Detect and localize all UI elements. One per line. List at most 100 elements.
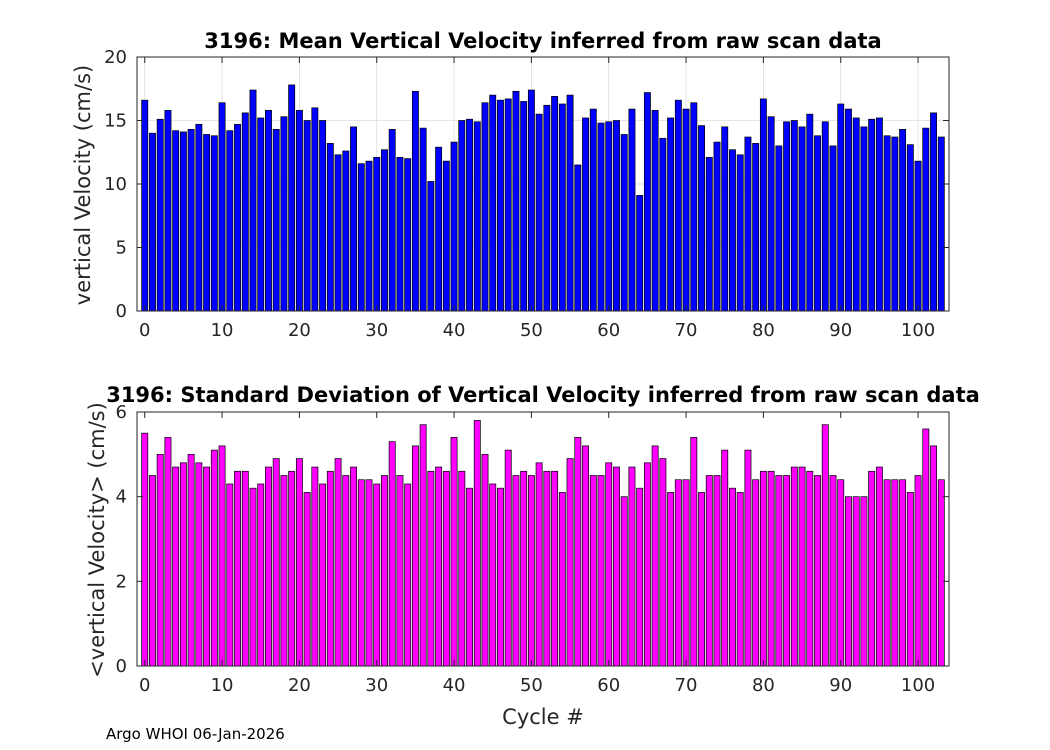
std-bar: [234, 470, 241, 667]
std-ytick-label: 2: [116, 571, 127, 592]
std-bar: [187, 453, 195, 667]
mean-bar: [875, 117, 883, 312]
std-bar: [783, 475, 791, 667]
std-bar: [698, 492, 705, 667]
mean-xtick-label: 60: [597, 320, 620, 341]
std-bar: [419, 424, 427, 667]
std-bar: [690, 437, 698, 667]
std-bar: [643, 462, 651, 667]
mean-bar: [156, 118, 164, 312]
std-ytick-label: 6: [116, 402, 127, 423]
mean-bar: [141, 99, 149, 312]
std-ytick-label: 0: [116, 656, 127, 677]
mean-bar: [342, 150, 350, 312]
std-bar: [504, 449, 512, 667]
std-bar: [837, 479, 845, 667]
mean-bar: [713, 141, 721, 312]
std-bar: [937, 479, 945, 667]
std-xtick-label: 20: [288, 675, 311, 696]
std-bar: [172, 466, 180, 667]
mean-bar: [295, 109, 303, 312]
mean-bar: [682, 108, 690, 312]
mean-bar: [868, 118, 876, 312]
mean-bar: [721, 126, 729, 312]
mean-bar: [527, 89, 535, 312]
mean-bar: [381, 149, 388, 312]
mean-bar: [512, 90, 520, 312]
mean-bar: [203, 134, 211, 312]
mean-bar: [450, 141, 458, 312]
mean-bar: [535, 113, 543, 312]
mean-bar: [582, 117, 589, 312]
mean-bar: [311, 107, 319, 312]
std-bar: [427, 470, 435, 667]
mean-bar: [636, 195, 644, 312]
std-bar: [558, 492, 566, 667]
mean-bar: [427, 181, 435, 312]
std-xtick-label: 10: [211, 675, 234, 696]
mean-bar: [350, 126, 357, 312]
std-bar: [489, 483, 497, 667]
mean-velocity-title: 3196: Mean Vertical Velocity inferred fr…: [204, 29, 881, 53]
std-bar: [473, 420, 481, 667]
mean-bar: [806, 113, 814, 312]
mean-bar: [937, 136, 945, 312]
mean-ytick-label: 15: [104, 111, 127, 132]
std-bar: [149, 475, 156, 667]
std-bar: [210, 449, 218, 667]
std-bar: [350, 466, 357, 667]
std-bar: [868, 470, 876, 667]
mean-bar: [667, 117, 675, 312]
mean-bar: [326, 143, 334, 312]
std-bar: [458, 470, 466, 667]
mean-bar: [736, 154, 744, 312]
mean-bar: [605, 121, 613, 312]
std-bar: [381, 475, 388, 667]
std-xtick-label: 50: [520, 675, 543, 696]
std-bar: [203, 466, 211, 667]
mean-xtick-label: 50: [520, 320, 543, 341]
mean-bar: [481, 102, 489, 312]
std-bar: [814, 475, 821, 667]
mean-bar: [613, 120, 620, 312]
mean-xtick-label: 20: [288, 320, 311, 341]
mean-bar: [597, 122, 605, 312]
std-bar: [875, 466, 883, 667]
std-bar: [582, 445, 589, 667]
std-bar: [667, 492, 675, 667]
mean-bar: [226, 130, 234, 312]
std-bar: [659, 458, 667, 667]
mean-bar: [365, 160, 373, 312]
mean-bar: [442, 160, 450, 312]
mean-bar: [790, 120, 798, 312]
mean-bar: [179, 131, 187, 312]
mean-velocity-ylabel: vertical Velocity (cm/s): [71, 65, 95, 305]
std-bar: [365, 479, 373, 667]
std-xtick-label: 70: [675, 675, 698, 696]
mean-bar: [705, 156, 713, 312]
std-bar: [218, 445, 226, 667]
mean-velocity-plot: 0 10 20 30 40 50 60 70 80 90 100 0 5 10 15 20 3196: Mean…: [71, 29, 950, 341]
std-bar: [466, 487, 473, 667]
mean-bar: [620, 134, 628, 312]
mean-bar: [860, 126, 868, 312]
footer-credit: Argo WHOI 06-Jan-2026: [106, 725, 285, 743]
std-bar: [922, 428, 930, 667]
std-bar: [821, 424, 829, 667]
mean-bar: [814, 135, 821, 312]
std-bar: [342, 475, 350, 667]
std-bar: [280, 475, 288, 667]
mean-bar: [659, 137, 667, 312]
mean-bar: [783, 121, 791, 312]
mean-bar: [744, 136, 752, 312]
std-bar: [226, 483, 234, 667]
std-bar: [195, 462, 203, 667]
std-bar: [179, 462, 187, 667]
std-xtick-label: 30: [365, 675, 388, 696]
mean-ytick-label: 10: [104, 174, 127, 195]
mean-bar: [628, 108, 636, 312]
std-bar: [450, 437, 458, 667]
mean-bar: [249, 89, 257, 312]
mean-bar: [241, 112, 249, 312]
